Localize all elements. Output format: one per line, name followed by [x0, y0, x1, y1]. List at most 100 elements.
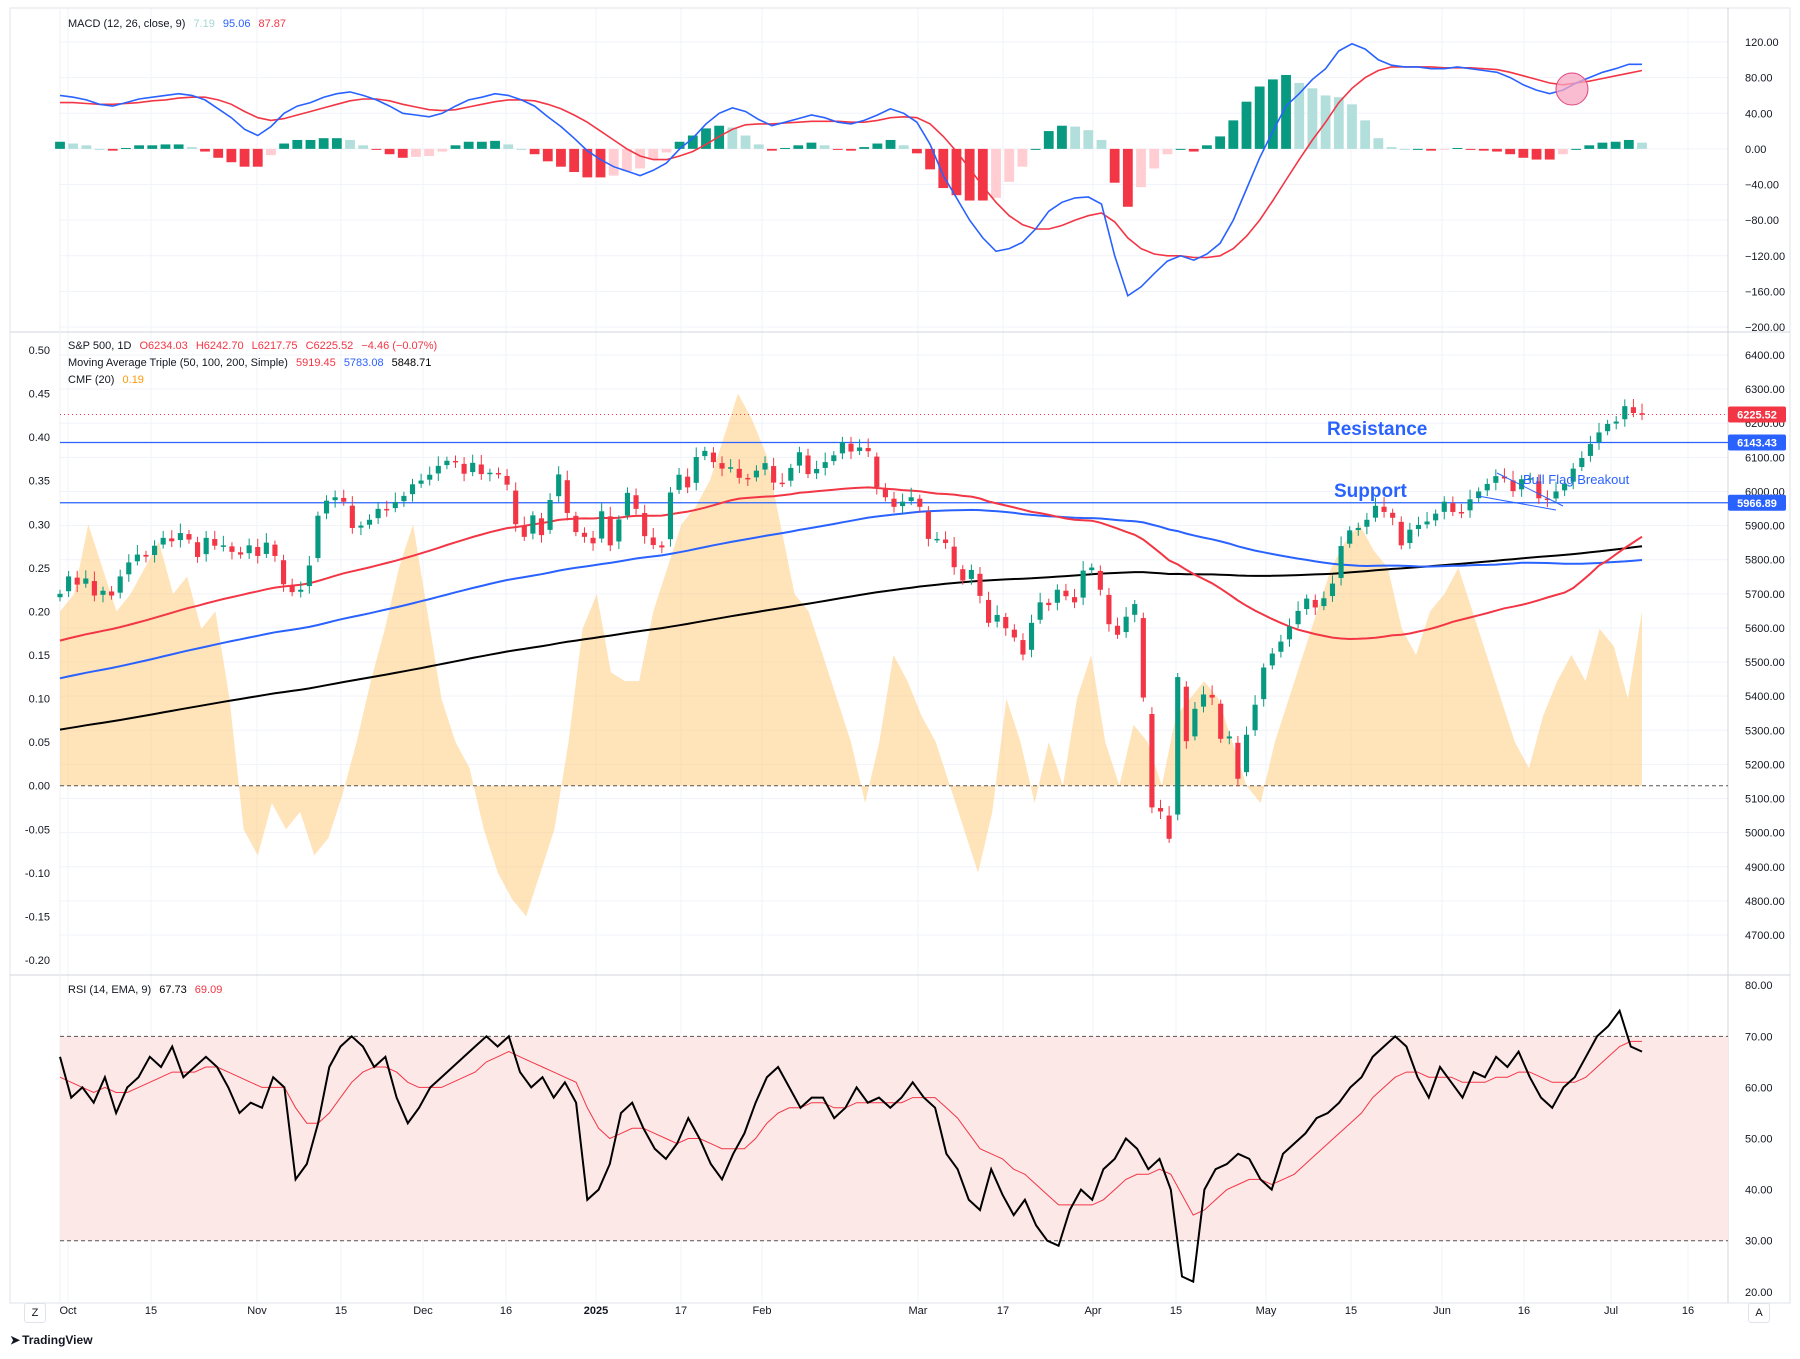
panel-borders [9, 7, 1791, 1304]
candle-body [753, 470, 759, 478]
macd-histogram-bar [173, 144, 184, 149]
macd-histogram-bar [226, 148, 237, 163]
candlesticks [57, 399, 1645, 843]
support-annotation[interactable]: Support [1334, 481, 1407, 502]
candle-body [607, 516, 613, 546]
rsi-band [60, 1036, 1728, 1241]
candle-body [1493, 476, 1499, 483]
candle-body [212, 539, 218, 546]
candle-body [272, 544, 278, 556]
bull-flag-annotation[interactable]: Bull Flag Breakout [1523, 472, 1630, 487]
macd-tick-label: −80.00 [1745, 215, 1779, 227]
auto-scale-button[interactable]: A [1748, 1303, 1770, 1323]
candle-body [409, 484, 416, 495]
symbol-name[interactable]: S&P 500, 1D [68, 340, 132, 352]
candle-body [1226, 736, 1232, 739]
date-tick-label: 15 [335, 1305, 347, 1317]
date-tick-label: 16 [1682, 1305, 1694, 1317]
candle-body [779, 482, 785, 485]
candle-body [1364, 519, 1370, 527]
price-tick-label: 6100.00 [1745, 452, 1785, 464]
candle-body [882, 488, 888, 498]
candle-body [822, 462, 828, 468]
date-tick-label: Feb [753, 1305, 772, 1317]
candle-body [1278, 641, 1284, 652]
macd-histogram-bar [186, 147, 197, 149]
macd-histogram-bar [885, 139, 896, 149]
candle-body [315, 515, 321, 559]
candle-body [1304, 598, 1310, 610]
candle-body [1415, 524, 1422, 529]
macd-histogram-bar [1610, 141, 1621, 149]
candle-body [1639, 413, 1645, 415]
candle-body [1501, 476, 1508, 479]
price-tick-label: 5500.00 [1745, 657, 1785, 669]
date-tick-label: 17 [675, 1305, 687, 1317]
macd-signal-value: 87.87 [258, 18, 287, 30]
ma200-value: 5848.71 [391, 357, 432, 369]
bull-flag-drawing[interactable] [1477, 472, 1564, 511]
candle-body [1175, 677, 1181, 815]
price-legend: S&P 500, 1D O6234.03 H6242.70 L6217.75 C… [68, 338, 442, 389]
macd-histogram-bar [503, 144, 514, 149]
candle-body [1458, 511, 1465, 514]
macd-histogram-bar [1096, 139, 1107, 149]
macd-histogram-bar [898, 145, 909, 149]
macd-histogram-bar [121, 147, 131, 149]
candle-body [1562, 483, 1568, 491]
cmf-legend-name[interactable]: CMF (20) [68, 374, 115, 386]
candle-body [1553, 491, 1559, 499]
macd-histogram-bar [239, 148, 250, 167]
rsi-tick-label: 40.00 [1745, 1185, 1773, 1197]
date-tick-label: Oct [59, 1305, 76, 1317]
candle-body [771, 466, 777, 483]
cmf-tick-label: 0.35 [29, 476, 50, 488]
candle-body [521, 526, 527, 537]
macd-histogram-bar [556, 148, 566, 167]
candle-body [452, 460, 459, 463]
cmf-tick-label: 0.30 [29, 519, 50, 531]
cmf-tick-label: -0.15 [25, 911, 50, 923]
cmf-tick-label: -0.20 [25, 955, 50, 967]
candle-body [1579, 458, 1585, 468]
candle-body [109, 591, 115, 596]
cmf-tick-label: 0.00 [29, 781, 50, 793]
candle-body [1011, 629, 1017, 638]
macd-histogram-bar [490, 140, 500, 149]
tradingview-logo: ➤ TradingView [10, 1333, 93, 1347]
candle-body [1037, 602, 1043, 620]
timezone-button[interactable]: Z [24, 1303, 46, 1323]
macd-histogram-bar [1254, 86, 1265, 149]
price-tick-label: 6300.00 [1745, 384, 1785, 396]
candle-body [943, 539, 949, 543]
macd-histogram [55, 74, 1647, 207]
candle-body [1544, 498, 1550, 500]
ma-legend-name[interactable]: Moving Average Triple (50, 100, 200, Sim… [68, 357, 288, 369]
candle-body [1407, 529, 1413, 544]
rsi-tick-label: 30.00 [1745, 1236, 1773, 1248]
macd-histogram-bar [371, 148, 382, 150]
macd-histogram-bar [107, 148, 118, 151]
macd-histogram-bar [687, 135, 698, 149]
macd-histogram-bar [1175, 148, 1186, 150]
candle-body [1261, 667, 1267, 700]
candle-body [1046, 602, 1052, 606]
macd-line [59, 42, 1642, 298]
date-tick-label: Apr [1084, 1305, 1101, 1317]
cmf-area [60, 393, 1642, 917]
macd-histogram-bar [411, 148, 421, 157]
macd-histogram-bar [1043, 131, 1054, 149]
resistance-annotation[interactable]: Resistance [1327, 419, 1427, 440]
macd-histogram-bar [991, 148, 1001, 198]
candle-body [685, 476, 691, 488]
macd-histogram-bar [358, 145, 369, 149]
rsi-legend-name[interactable]: RSI (14, EMA, 9) [68, 984, 152, 996]
candle-body [693, 457, 699, 483]
macd-histogram-bar [1360, 120, 1371, 149]
candle-body [831, 455, 837, 462]
candle-body [1003, 616, 1009, 629]
candle-body [985, 599, 992, 623]
candle-body [1484, 483, 1490, 491]
macd-histogram-bar [160, 144, 171, 149]
